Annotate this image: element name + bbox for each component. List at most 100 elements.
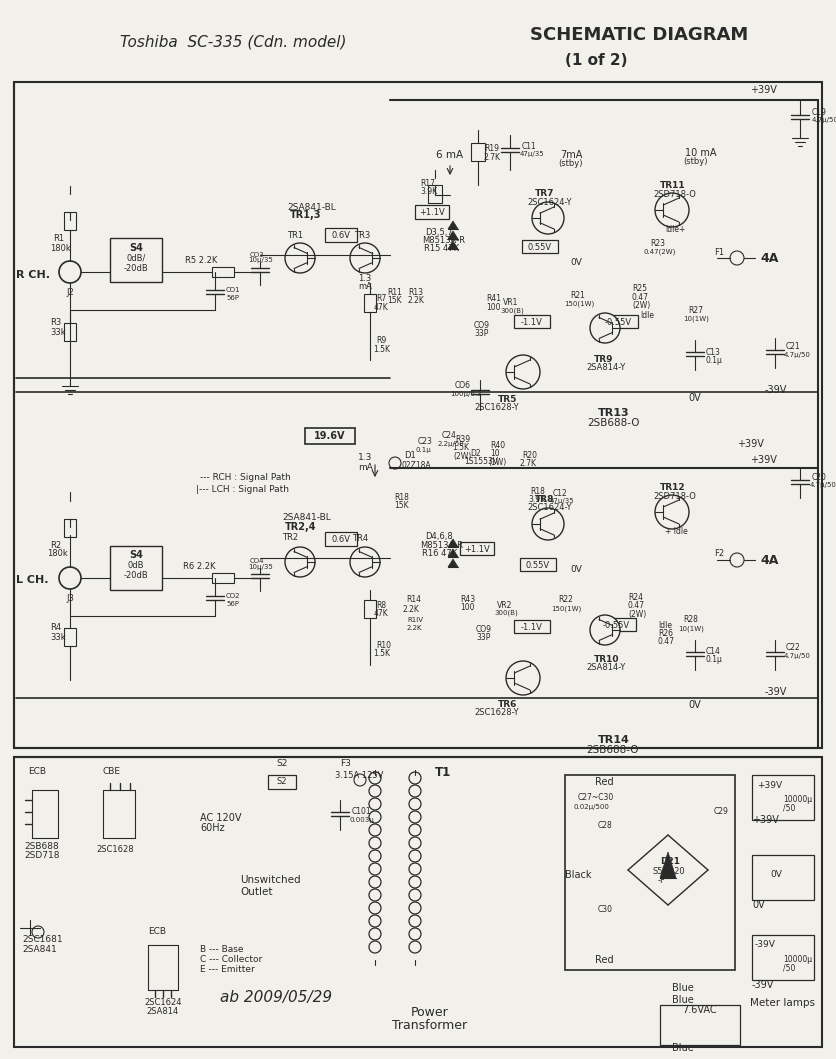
Text: + Idle: + Idle [665,527,687,536]
Text: Idle: Idle [657,622,671,630]
Text: -1.1V: -1.1V [521,623,543,631]
Polygon shape [447,559,457,567]
Text: R23: R23 [650,238,665,248]
Text: S2: S2 [277,777,287,787]
Text: (1W): (1W) [487,457,506,467]
Circle shape [409,889,421,901]
Circle shape [32,926,44,938]
Circle shape [655,495,688,530]
Text: R3: R3 [50,318,61,326]
Text: TR1,3: TR1,3 [289,210,321,220]
Bar [64,323,76,341]
Text: -0.55V: -0.55V [604,318,631,326]
Text: 4.7μ/50: 4.7μ/50 [809,482,836,488]
Text: CO1: CO1 [226,287,240,293]
Circle shape [409,928,421,940]
Bar [564,775,734,970]
Text: R20: R20 [522,450,537,460]
Text: 60Hz: 60Hz [200,823,224,833]
Polygon shape [447,539,457,548]
Text: 0.1μ: 0.1μ [705,356,722,364]
Text: Idle: Idle [640,310,653,320]
Text: 1S1553V: 1S1553V [463,457,497,467]
Text: 2SD718: 2SD718 [24,851,59,860]
Text: TR8: TR8 [534,495,553,504]
Text: F2: F2 [713,550,723,558]
Circle shape [506,661,539,695]
Text: S2: S2 [276,759,288,768]
Text: R6 2.2K: R6 2.2K [183,562,215,571]
Text: TR7: TR7 [534,189,553,198]
Text: -1.1V: -1.1V [521,318,543,326]
Text: 2SA814-Y: 2SA814-Y [585,363,624,372]
Text: 4A: 4A [759,251,777,265]
Text: 2SC1628-Y: 2SC1628-Y [474,403,518,412]
Bar [427,185,441,203]
Text: 100: 100 [460,604,474,612]
Text: 2SC1624-Y: 2SC1624-Y [527,198,571,207]
Text: TR4: TR4 [351,534,368,543]
Text: 0.1μ: 0.1μ [705,656,722,664]
Circle shape [409,837,421,849]
Text: 0.47: 0.47 [631,292,648,302]
Text: -39V: -39V [751,980,773,990]
Text: 0.47(2W): 0.47(2W) [643,249,675,255]
Bar [324,532,357,546]
Text: C19: C19 [811,108,826,116]
Text: TR1: TR1 [287,231,303,240]
Text: C11: C11 [522,142,536,150]
Text: 180k: 180k [50,244,71,252]
Text: Unswitched: Unswitched [240,875,300,885]
Circle shape [59,261,81,283]
Text: Idle+: Idle+ [665,225,685,234]
Text: TR13: TR13 [597,408,629,418]
Text: -20dB: -20dB [124,264,148,272]
Text: 10μ/35: 10μ/35 [247,564,273,570]
Text: S4: S4 [129,550,143,560]
Text: |--- LCH : Signal Path: |--- LCH : Signal Path [196,485,288,495]
Text: -39V: -39V [764,687,787,697]
Text: R2: R2 [50,540,61,550]
Bar [212,573,234,584]
Text: C13: C13 [705,347,720,357]
Circle shape [369,902,380,914]
Text: 150(1W): 150(1W) [550,606,580,612]
Circle shape [409,915,421,927]
Text: CO9: CO9 [473,321,489,329]
Text: R13: R13 [407,287,422,297]
Text: 15K: 15K [394,502,408,510]
Polygon shape [447,549,457,557]
Text: C30: C30 [597,905,612,915]
Text: CO4: CO4 [250,558,264,564]
Text: (stby): (stby) [682,157,706,166]
Circle shape [409,772,421,784]
Text: 1.5K: 1.5K [373,649,390,659]
Text: C24: C24 [441,431,456,441]
Bar [364,294,375,312]
Text: +39V: +39V [756,780,781,790]
Bar [268,775,296,789]
Text: TR2: TR2 [282,533,298,542]
Text: C22: C22 [785,644,800,652]
Text: TR10: TR10 [594,656,619,664]
Text: 10000μ: 10000μ [782,795,811,805]
Text: 10: 10 [489,449,499,459]
Bar [64,628,76,646]
Text: Transformer: Transformer [392,1020,467,1033]
Circle shape [369,941,380,953]
Text: 0dB/: 0dB/ [126,253,145,263]
Text: 2SC1628-Y: 2SC1628-Y [474,708,518,717]
Text: R18: R18 [394,492,409,502]
Text: R9: R9 [375,336,385,344]
Circle shape [532,202,563,234]
Text: 10(1W): 10(1W) [682,316,708,322]
Text: F3: F3 [339,759,350,768]
Bar [460,542,493,555]
Bar [304,428,354,444]
Text: 10(1W): 10(1W) [677,626,703,632]
Text: TR3: TR3 [354,231,370,240]
Text: 0.1μ: 0.1μ [415,447,431,453]
Text: E --- Emitter: E --- Emitter [200,966,254,974]
Circle shape [369,772,380,784]
Text: TR6: TR6 [497,700,517,708]
